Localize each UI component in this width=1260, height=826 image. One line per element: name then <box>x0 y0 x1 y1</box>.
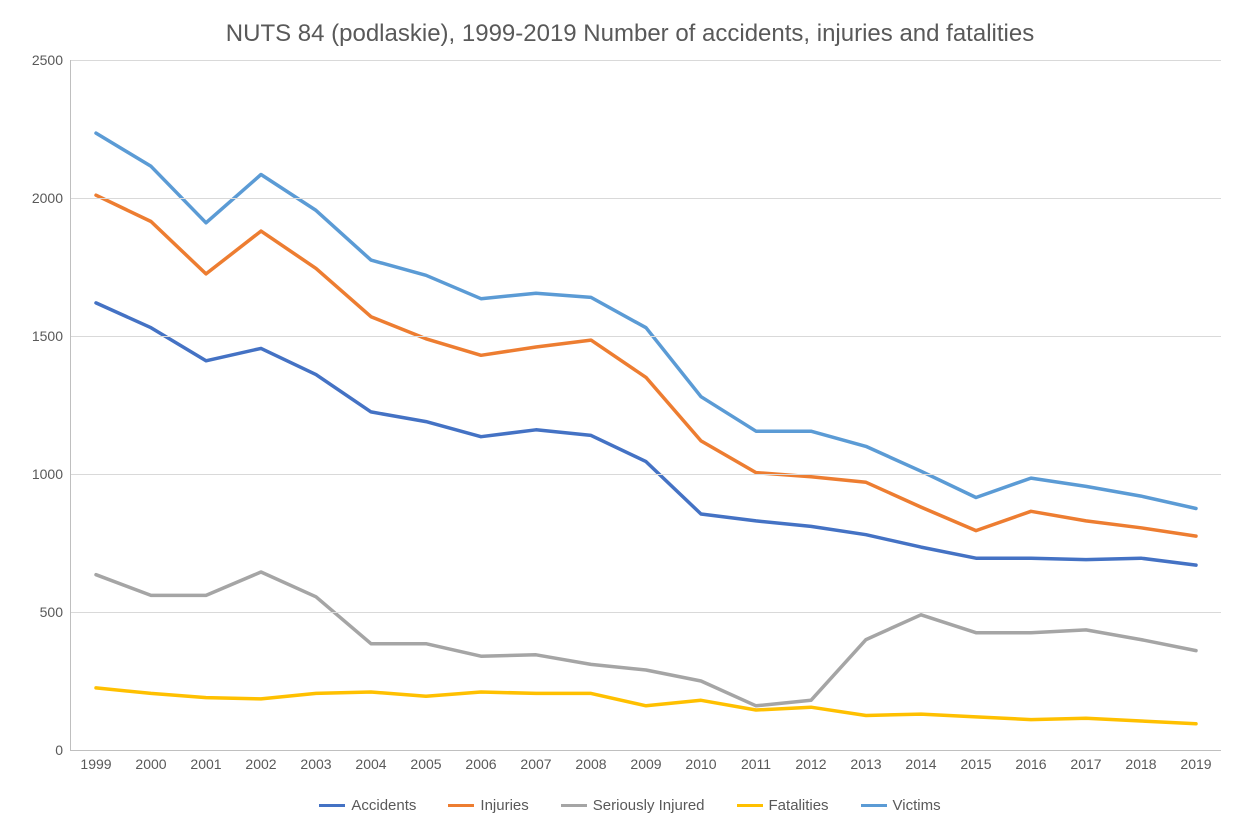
x-axis-label: 2000 <box>135 756 166 772</box>
series-line <box>96 572 1196 706</box>
y-axis-label: 1500 <box>32 328 63 344</box>
legend-swatch <box>737 804 763 807</box>
legend-item: Seriously Injured <box>561 797 705 814</box>
chart-title: NUTS 84 (podlaskie), 1999-2019 Number of… <box>0 20 1260 48</box>
y-axis-label: 2500 <box>32 52 63 68</box>
series-line <box>96 195 1196 536</box>
legend-item: Victims <box>861 797 941 814</box>
legend-label: Injuries <box>480 797 528 814</box>
gridline <box>71 612 1221 613</box>
x-axis-label: 2012 <box>795 756 826 772</box>
x-axis-label: 2001 <box>190 756 221 772</box>
x-axis-label: 2004 <box>355 756 386 772</box>
legend-label: Fatalities <box>769 797 829 814</box>
plot-area: 0500100015002000250019992000200120022003… <box>70 60 1221 751</box>
legend-swatch <box>319 804 345 807</box>
x-axis-label: 2011 <box>741 756 771 772</box>
x-axis-label: 2018 <box>1125 756 1156 772</box>
gridline <box>71 60 1221 61</box>
x-axis-label: 2019 <box>1180 756 1211 772</box>
x-axis-label: 2003 <box>300 756 331 772</box>
x-axis-label: 2016 <box>1015 756 1046 772</box>
legend-item: Accidents <box>319 797 416 814</box>
x-axis-label: 2017 <box>1070 756 1101 772</box>
x-axis-label: 2008 <box>575 756 606 772</box>
x-axis-label: 2006 <box>465 756 496 772</box>
gridline <box>71 198 1221 199</box>
legend-label: Victims <box>893 797 941 814</box>
x-axis-label: 2005 <box>410 756 441 772</box>
x-axis-label: 2002 <box>245 756 276 772</box>
legend-swatch <box>561 804 587 807</box>
chart-lines-svg <box>71 60 1221 750</box>
legend-item: Fatalities <box>737 797 829 814</box>
gridline <box>71 336 1221 337</box>
x-axis-label: 2013 <box>850 756 881 772</box>
series-line <box>96 303 1196 565</box>
legend-item: Injuries <box>448 797 528 814</box>
legend-swatch <box>861 804 887 807</box>
x-axis-label: 2015 <box>960 756 991 772</box>
legend-swatch <box>448 804 474 807</box>
gridline <box>71 474 1221 475</box>
series-line <box>96 133 1196 508</box>
series-line <box>96 688 1196 724</box>
y-axis-label: 0 <box>55 742 63 758</box>
y-axis-label: 2000 <box>32 190 63 206</box>
legend-label: Accidents <box>351 797 416 814</box>
line-chart: NUTS 84 (podlaskie), 1999-2019 Number of… <box>0 0 1260 826</box>
legend: Accidents Injuries Seriously Injured Fatali… <box>0 797 1260 814</box>
x-axis-label: 2007 <box>520 756 551 772</box>
x-axis-label: 1999 <box>80 756 111 772</box>
x-axis-label: 2010 <box>685 756 716 772</box>
legend-label: Seriously Injured <box>593 797 705 814</box>
x-axis-label: 2009 <box>630 756 661 772</box>
y-axis-label: 500 <box>40 604 63 620</box>
x-axis-label: 2014 <box>905 756 936 772</box>
y-axis-label: 1000 <box>32 466 63 482</box>
